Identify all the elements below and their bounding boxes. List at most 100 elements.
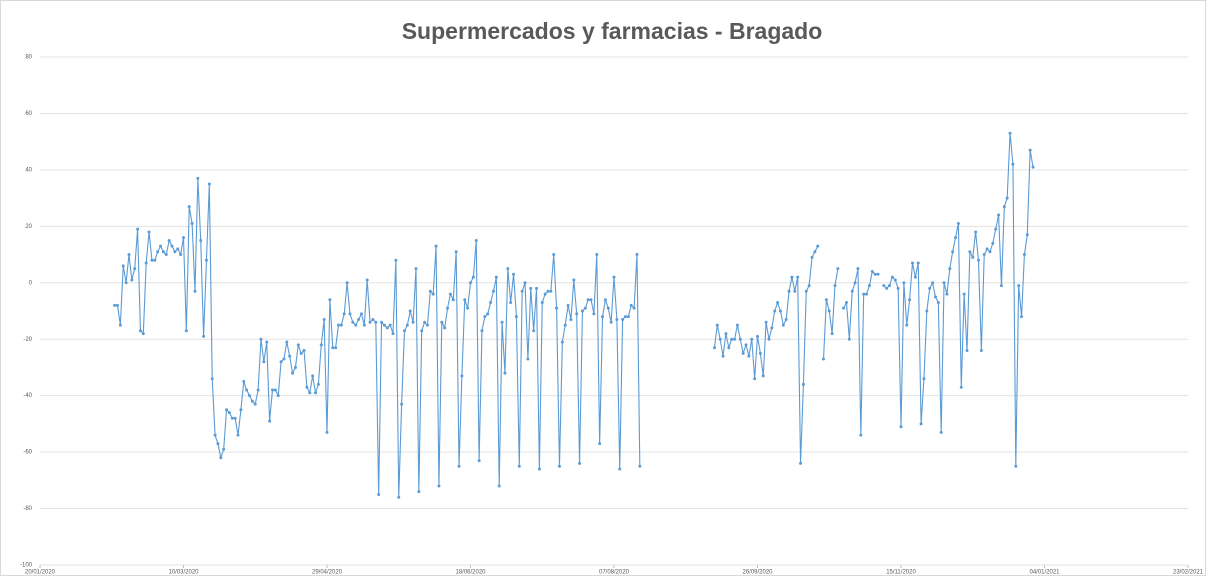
data-point — [956, 222, 960, 226]
data-point — [824, 298, 828, 302]
data-point — [230, 416, 234, 420]
data-point — [569, 317, 573, 321]
y-tick-label: 40 — [25, 167, 32, 173]
data-point — [738, 337, 742, 341]
data-point — [764, 320, 768, 324]
data-point — [486, 312, 490, 316]
data-point — [888, 284, 892, 288]
data-point — [161, 250, 165, 254]
data-point — [712, 346, 716, 350]
data-point — [362, 323, 366, 327]
data-point — [457, 464, 461, 468]
data-point — [213, 433, 217, 437]
data-point — [425, 323, 429, 327]
data-point — [397, 495, 401, 499]
data-point — [314, 391, 318, 395]
data-point — [756, 334, 759, 338]
data-point — [873, 272, 877, 276]
data-point — [942, 281, 946, 285]
data-point — [423, 320, 427, 324]
data-point — [908, 298, 912, 302]
data-point — [184, 329, 188, 333]
data-point — [971, 255, 975, 259]
x-tick-label: 18/06/2020 — [455, 570, 486, 576]
data-point — [816, 244, 820, 248]
data-point — [153, 258, 157, 262]
data-point — [994, 227, 998, 231]
data-point — [781, 323, 785, 327]
data-point — [1002, 205, 1006, 209]
data-point — [750, 337, 754, 341]
data-point — [609, 320, 613, 324]
data-point — [305, 385, 309, 389]
data-point — [523, 281, 527, 285]
y-tick-label: 20 — [25, 224, 32, 230]
data-point — [336, 323, 340, 327]
data-point — [276, 394, 280, 398]
data-point — [965, 349, 969, 353]
data-point — [612, 275, 616, 279]
data-point — [469, 281, 472, 285]
data-point — [546, 289, 550, 293]
data-point — [931, 281, 935, 285]
data-point — [905, 323, 909, 327]
data-point — [999, 284, 1003, 288]
data-point — [159, 244, 163, 248]
data-point — [919, 422, 923, 426]
data-point — [164, 253, 168, 257]
data-point — [787, 289, 791, 293]
data-point — [308, 391, 312, 395]
data-point — [962, 292, 966, 296]
data-point — [348, 312, 352, 316]
data-point — [489, 301, 493, 305]
data-point — [761, 374, 765, 378]
data-point — [974, 230, 978, 234]
data-point — [770, 326, 774, 330]
data-point — [836, 267, 840, 271]
data-point — [758, 351, 762, 355]
data-point — [543, 292, 547, 296]
data-point — [532, 329, 536, 333]
data-point — [793, 289, 797, 293]
data-point — [279, 360, 283, 364]
y-tick-label: 60 — [25, 111, 32, 117]
data-point — [196, 176, 200, 180]
data-point — [767, 337, 771, 341]
data-point — [233, 416, 237, 420]
data-point — [580, 309, 584, 313]
data-point — [380, 320, 384, 324]
x-tick-label: 23/02/2021 — [1173, 570, 1204, 576]
data-point — [598, 442, 602, 446]
data-point — [735, 323, 739, 327]
data-point — [491, 289, 495, 293]
data-point — [176, 247, 180, 251]
data-point — [136, 227, 140, 231]
data-point — [1025, 233, 1029, 237]
data-point — [512, 272, 516, 276]
data-point — [377, 492, 381, 496]
data-point — [741, 351, 745, 355]
data-point — [474, 238, 478, 242]
data-point — [173, 250, 177, 254]
data-point — [847, 337, 851, 341]
y-tick-label: -60 — [23, 450, 32, 456]
data-point — [583, 306, 587, 310]
data-point — [239, 408, 243, 412]
data-point — [124, 281, 128, 285]
data-point — [804, 289, 808, 293]
data-point — [500, 320, 504, 324]
data-point — [400, 402, 404, 406]
data-point — [1028, 148, 1032, 152]
data-point — [322, 317, 326, 321]
data-point — [219, 456, 223, 460]
data-point — [285, 340, 289, 344]
data-point — [552, 253, 556, 257]
data-point — [517, 464, 521, 468]
data-point — [968, 250, 972, 254]
data-point — [494, 275, 498, 279]
data-point — [402, 329, 406, 333]
data-point — [715, 323, 719, 327]
